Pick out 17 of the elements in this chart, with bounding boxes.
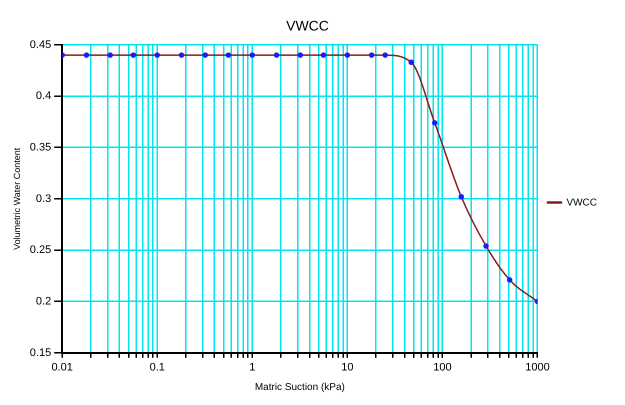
- chart-title: VWCC: [286, 17, 329, 34]
- y-tick-label: 0.15: [30, 346, 52, 359]
- y-tick-label: 0.35: [30, 142, 52, 154]
- y-tick-label: 0.4: [36, 90, 52, 102]
- x-tick-label: 10: [341, 361, 354, 374]
- y-tick-label: 0.45: [30, 38, 52, 51]
- y-tick-label: 0.3: [36, 192, 52, 205]
- x-axis-title: Matric Suction (kPa): [254, 382, 345, 393]
- x-tick-label: 0.01: [52, 361, 73, 374]
- x-tick-label: 100: [433, 361, 452, 374]
- y-axis-title: Volumetric Water Content: [12, 147, 22, 250]
- y-tick-label: 0.25: [30, 244, 52, 256]
- y-tick-label: 0.2: [36, 296, 52, 308]
- x-tick-label: 0.1: [150, 361, 165, 374]
- legend-label: VWCC: [566, 197, 598, 208]
- x-tick-label: 1: [249, 361, 256, 374]
- x-tick-label: 1000: [525, 361, 550, 374]
